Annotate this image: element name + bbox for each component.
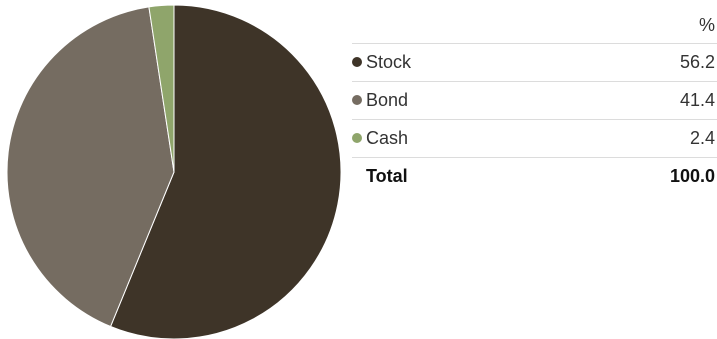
pie-slice-cash [148, 4, 175, 173]
total-value: 100.0 [669, 166, 715, 186]
pie-svg [6, 4, 342, 339]
table-header-row: % [352, 7, 717, 44]
allocation-table: % Stock 56.2 Bond 41.4 Cash 2.4 Total 10… [352, 7, 717, 195]
bond-legend-dot [352, 95, 362, 106]
stock-label: Stock [366, 52, 412, 72]
table-row-bond: Bond 41.4 [352, 81, 717, 120]
table-row-cash: Cash 2.4 [352, 119, 717, 158]
bond-label: Bond [366, 90, 409, 110]
cash-value: 2.4 [555, 119, 717, 158]
pie-slice-bond [6, 6, 175, 328]
table-row-total: Total 100.0 [352, 158, 717, 196]
bond-value: 41.4 [555, 81, 717, 120]
header-label-cell [352, 7, 556, 44]
cash-legend-dot [352, 133, 362, 144]
table-row-stock: Stock 56.2 [352, 43, 717, 82]
total-label: Total [366, 166, 408, 186]
percent-header: % [555, 7, 717, 44]
stock-legend-dot [352, 57, 362, 68]
pie-chart [0, 0, 350, 339]
pie-slice-stock [109, 4, 342, 339]
cash-label: Cash [366, 128, 409, 148]
stock-value: 56.2 [555, 43, 717, 82]
